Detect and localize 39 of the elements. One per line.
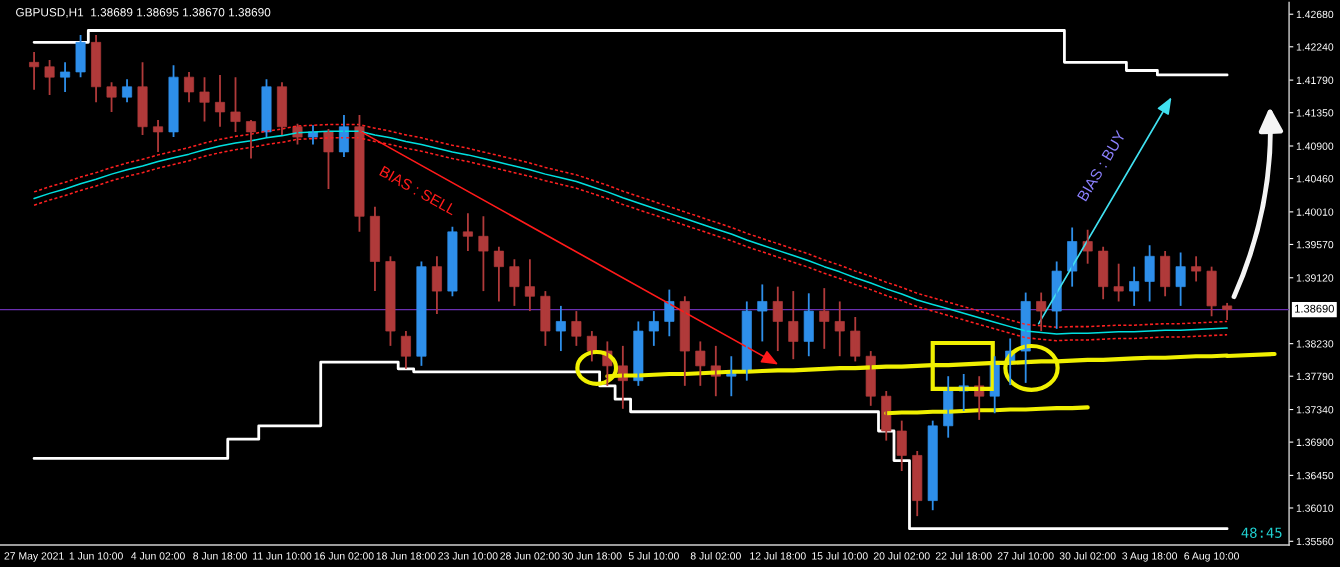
y-tick-label: 1.39570 [1296,240,1334,249]
y-tick-label: 1.36450 [1296,471,1334,480]
y-tick-label: 1.35560 [1296,537,1334,546]
x-tick-label: 22 Jul 18:00 [935,551,992,560]
x-tick-label: 12 Jul 18:00 [750,551,806,560]
y-tick-label: 1.38230 [1296,340,1334,348]
x-tick-label: 15 Jul 10:00 [812,551,868,560]
x-tick-label: 27 May 2021 [4,552,64,562]
x-tick-label: 27 Jul 10:00 [997,551,1054,560]
y-tick-label: 1.42680 [1296,10,1334,19]
x-tick-label: 11 Jun 10:00 [253,552,312,560]
x-tick-label: 5 Jul 10:00 [628,551,679,560]
y-tick-label: 1.36010 [1296,504,1334,512]
x-tick-label: 16 Jun 02:00 [314,552,374,560]
x-tick-label: 8 Jun 18:00 [193,552,247,560]
x-tick-label: 23 Jun 10:00 [438,552,498,560]
y-tick-label: 1.37340 [1296,406,1334,414]
y-tick-label: 1.40460 [1296,175,1334,183]
x-tick-label: 20 Jul 02:00 [873,551,930,560]
x-tick-label: 6 Aug 10:00 [1184,552,1240,562]
y-tick-label: 1.40010 [1296,208,1334,216]
y-tick-label: 1.41350 [1296,109,1334,117]
x-tick-label: 30 Jul 02:00 [1059,551,1116,560]
chart-title: GBPUSD,H1 1.38689 1.38695 1.38670 1.38690 [16,8,271,18]
x-tick-label: 4 Jun 02:00 [131,552,185,560]
y-tick-label: 1.36900 [1296,438,1334,446]
x-tick-label: 3 Aug 18:00 [1122,552,1178,562]
x-tick-label: 8 Jul 02:00 [690,551,741,560]
ref-line-label: 1.38690 [1295,304,1334,313]
x-tick-label: 28 Jun 02:00 [500,552,560,560]
y-tick-label: 1.40900 [1296,142,1334,150]
x-tick-label: 18 Jun 18:00 [376,552,436,560]
y-tick-label: 1.39120 [1296,274,1334,282]
x-tick-label: 1 Jun 10:00 [69,552,123,560]
x-tick-label: 30 Jun 18:00 [562,552,622,560]
text: 48:45 [1241,527,1282,538]
y-tick-label: 1.42240 [1296,43,1334,51]
y-tick-label: 1.37790 [1296,372,1334,381]
y-tick-label: 1.41790 [1296,76,1334,84]
